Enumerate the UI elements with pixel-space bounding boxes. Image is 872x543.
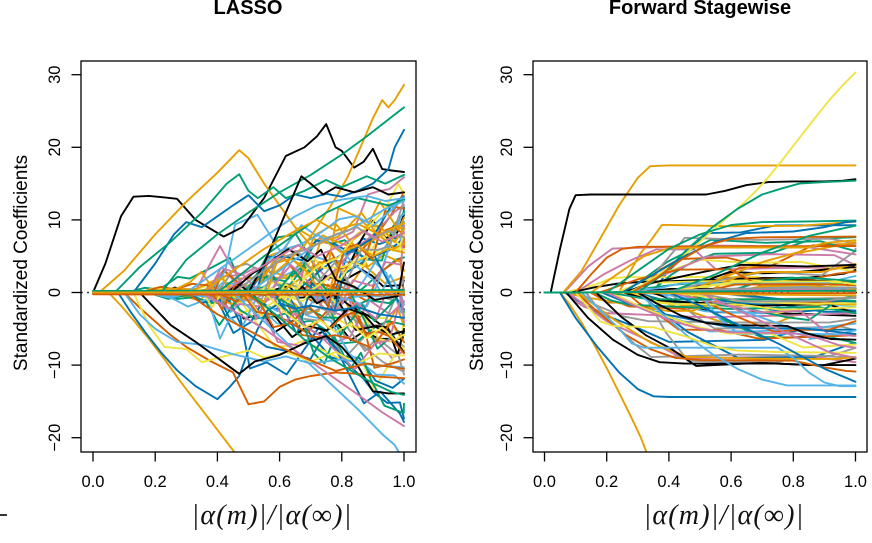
svg-text:30: 30 — [46, 66, 64, 84]
svg-text:LASSO: LASSO — [214, 0, 283, 19]
svg-text:1.0: 1.0 — [844, 473, 867, 491]
svg-text:0.0: 0.0 — [533, 473, 556, 491]
svg-text:−20: −20 — [498, 424, 516, 452]
svg-text:20: 20 — [46, 138, 64, 156]
svg-text:|α(m)|/|α(∞)|: |α(m)|/|α(∞)| — [191, 500, 352, 531]
svg-text:0: 0 — [46, 288, 64, 297]
svg-text:−10: −10 — [498, 351, 516, 379]
svg-text:10: 10 — [46, 211, 64, 229]
svg-text:0.2: 0.2 — [144, 473, 167, 491]
svg-text:0.4: 0.4 — [657, 473, 680, 491]
svg-text:10: 10 — [498, 211, 516, 229]
svg-text:0.6: 0.6 — [720, 473, 743, 491]
svg-text:30: 30 — [498, 66, 516, 84]
svg-text:Standardized Coefficients: Standardized Coefficients — [11, 155, 32, 371]
svg-text:|α(m)|/|α(∞)|: |α(m)|/|α(∞)| — [643, 500, 804, 531]
svg-text:1.0: 1.0 — [393, 473, 416, 491]
svg-text:0.0: 0.0 — [82, 473, 105, 491]
svg-text:0.4: 0.4 — [206, 473, 229, 491]
svg-text:−10: −10 — [46, 351, 64, 379]
svg-text:Standardized Coefficients: Standardized Coefficients — [467, 155, 488, 371]
svg-text:0.8: 0.8 — [782, 473, 805, 491]
svg-text:20: 20 — [498, 138, 516, 156]
svg-text:0.8: 0.8 — [330, 473, 353, 491]
svg-text:0: 0 — [498, 288, 516, 297]
svg-text:−20: −20 — [46, 424, 64, 452]
svg-text:Forward Stagewise: Forward Stagewise — [609, 0, 791, 19]
svg-text:0.2: 0.2 — [595, 473, 618, 491]
svg-text:0.6: 0.6 — [268, 473, 291, 491]
